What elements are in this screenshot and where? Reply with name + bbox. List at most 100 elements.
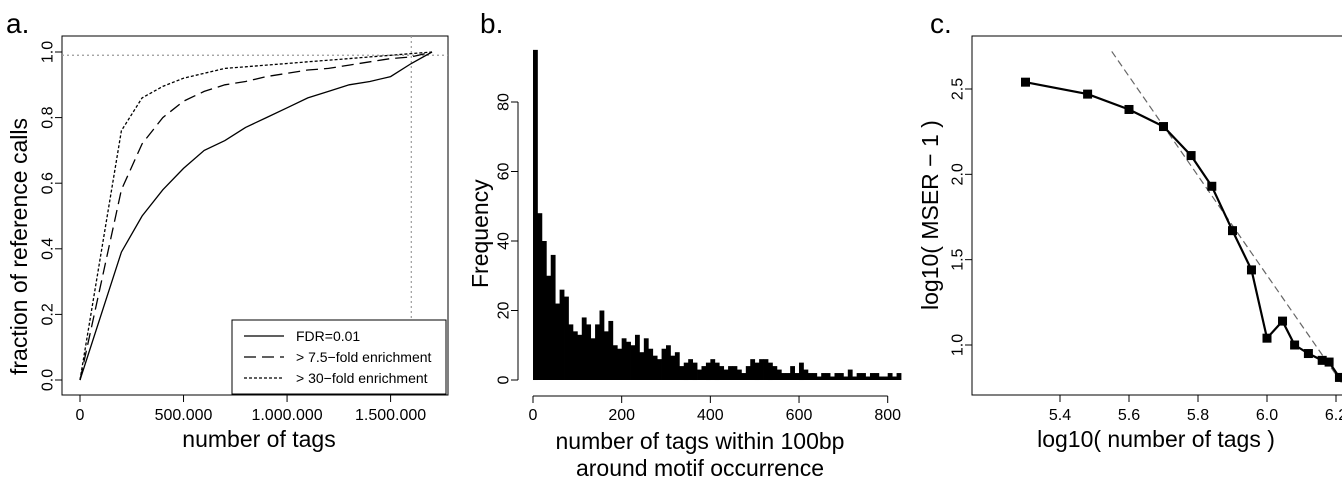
y-tick-label-b: 20 [496, 302, 513, 320]
histogram-bar [728, 366, 733, 380]
histogram-bar [586, 324, 592, 380]
plot-area-c [1021, 51, 1342, 385]
y-tick-label-a: 0.2 [40, 303, 57, 325]
histogram-bar [878, 376, 884, 380]
chart-a: 0 500,000 1,000,000 1,500,000 0.0 0.2 0.4 0.6 0.… [40, 35, 449, 420]
histogram-bar [825, 373, 831, 380]
histogram-bar [807, 373, 813, 380]
histogram-bar [679, 366, 685, 380]
histogram-bar [790, 366, 795, 380]
y-tick-label-b: 60 [496, 163, 513, 181]
histogram-bar [745, 366, 751, 380]
histogram-bar [670, 355, 676, 380]
y-tick-label-c: 2.5 [950, 78, 967, 100]
histogram-bar [621, 338, 627, 380]
x-tick-label-c: 6.2 [1325, 407, 1342, 420]
panel-b: b. Frequency number of tags within 100bp… [460, 0, 910, 481]
histogram-bar [634, 334, 640, 380]
histogram-bar [834, 373, 840, 380]
x-axis-label-a: number of tags [182, 426, 336, 452]
histogram-bar [683, 362, 689, 381]
histogram-bar [666, 345, 671, 380]
histogram-bar [843, 376, 849, 380]
histogram-bar [581, 317, 587, 380]
data-point-c [1278, 316, 1288, 326]
histogram-bar [736, 369, 742, 380]
data-point-c [1303, 349, 1313, 359]
y-tick-label-a: 0.8 [40, 106, 57, 128]
histogram-bar [714, 362, 720, 381]
data-point-c [1317, 355, 1327, 365]
x-tick-label-a: 1,000,000 [251, 407, 322, 420]
data-point-c [1228, 226, 1237, 236]
histogram-bar [564, 296, 569, 380]
data-point-c [1083, 89, 1093, 99]
histogram-bar [723, 369, 729, 380]
histogram-bar [572, 331, 578, 380]
histogram-bar [603, 331, 609, 380]
panel-label-c: c. [930, 8, 952, 39]
histogram-bar [608, 320, 614, 380]
fit-line-c [1111, 51, 1342, 385]
histogram-bar [883, 376, 889, 380]
histogram-bar [754, 362, 760, 381]
data-point-c [1246, 265, 1256, 275]
series-line-a [79, 51, 433, 381]
x-tick-label-a: 0 [76, 407, 85, 420]
data-point-c [1290, 340, 1300, 350]
legend-label-a: FDR=0.01 [296, 328, 360, 344]
legend-label-a: > 30−fold enrichment [296, 370, 428, 386]
histogram-bar [688, 359, 694, 380]
histogram-bar [772, 366, 778, 380]
histogram-bar [741, 373, 747, 380]
histogram-bar [599, 310, 605, 380]
histogram-bar [555, 303, 560, 380]
histogram-bar [750, 359, 756, 380]
data-point-c [1124, 104, 1134, 114]
panel-label-b: b. [480, 8, 504, 39]
histogram-bar [661, 348, 667, 380]
plot-frame-c [971, 35, 1342, 396]
histogram-bar [648, 348, 654, 380]
histogram-bar [692, 362, 698, 381]
histogram-bar [767, 362, 773, 381]
histogram-bar [865, 376, 871, 380]
histogram-bar [861, 373, 866, 380]
histogram-bar [652, 355, 658, 380]
histogram-bar [697, 369, 702, 380]
x-tick-label-a: 1,500,000 [355, 407, 426, 420]
histogram-bar [799, 362, 804, 381]
series-line-a [79, 51, 433, 381]
histogram-bar [759, 359, 764, 380]
x-tick-label-c: 6.0 [1256, 407, 1278, 420]
histogram-bar [763, 359, 769, 380]
histogram-bar [701, 366, 707, 380]
histogram-bar [776, 369, 782, 380]
histogram-bar [869, 373, 875, 380]
y-tick-label-c: 2.0 [950, 163, 967, 185]
y-tick-label-a: 0.0 [40, 369, 57, 391]
histogram-bar [821, 373, 827, 380]
histogram-bar [847, 369, 853, 380]
data-point-c [1334, 372, 1342, 382]
histogram-bar [617, 348, 623, 380]
data-point-c [1207, 181, 1217, 191]
data-point-c [1262, 333, 1272, 343]
x-tick-label-c: 5.4 [1049, 407, 1071, 420]
series-line-c [1025, 81, 1341, 379]
histogram-bar [705, 362, 711, 381]
histogram-bar [568, 324, 574, 380]
histogram-bar [874, 373, 880, 380]
y-tick-label-b: 40 [496, 232, 513, 250]
histogram-bar [533, 49, 538, 381]
histogram-bar [643, 338, 649, 380]
x-axis-label-c: log10( number of tags ) [1037, 426, 1275, 452]
histogram-bar [612, 345, 618, 380]
histogram-bar [674, 352, 680, 380]
histogram-bar [657, 359, 662, 380]
histogram-bar [887, 373, 893, 380]
histogram-bar [892, 376, 897, 380]
histogram-bar [630, 345, 636, 380]
histogram-bar [816, 376, 822, 380]
chart-b: 0 200 400 600 800 0 20 40 60 80 [496, 49, 902, 420]
